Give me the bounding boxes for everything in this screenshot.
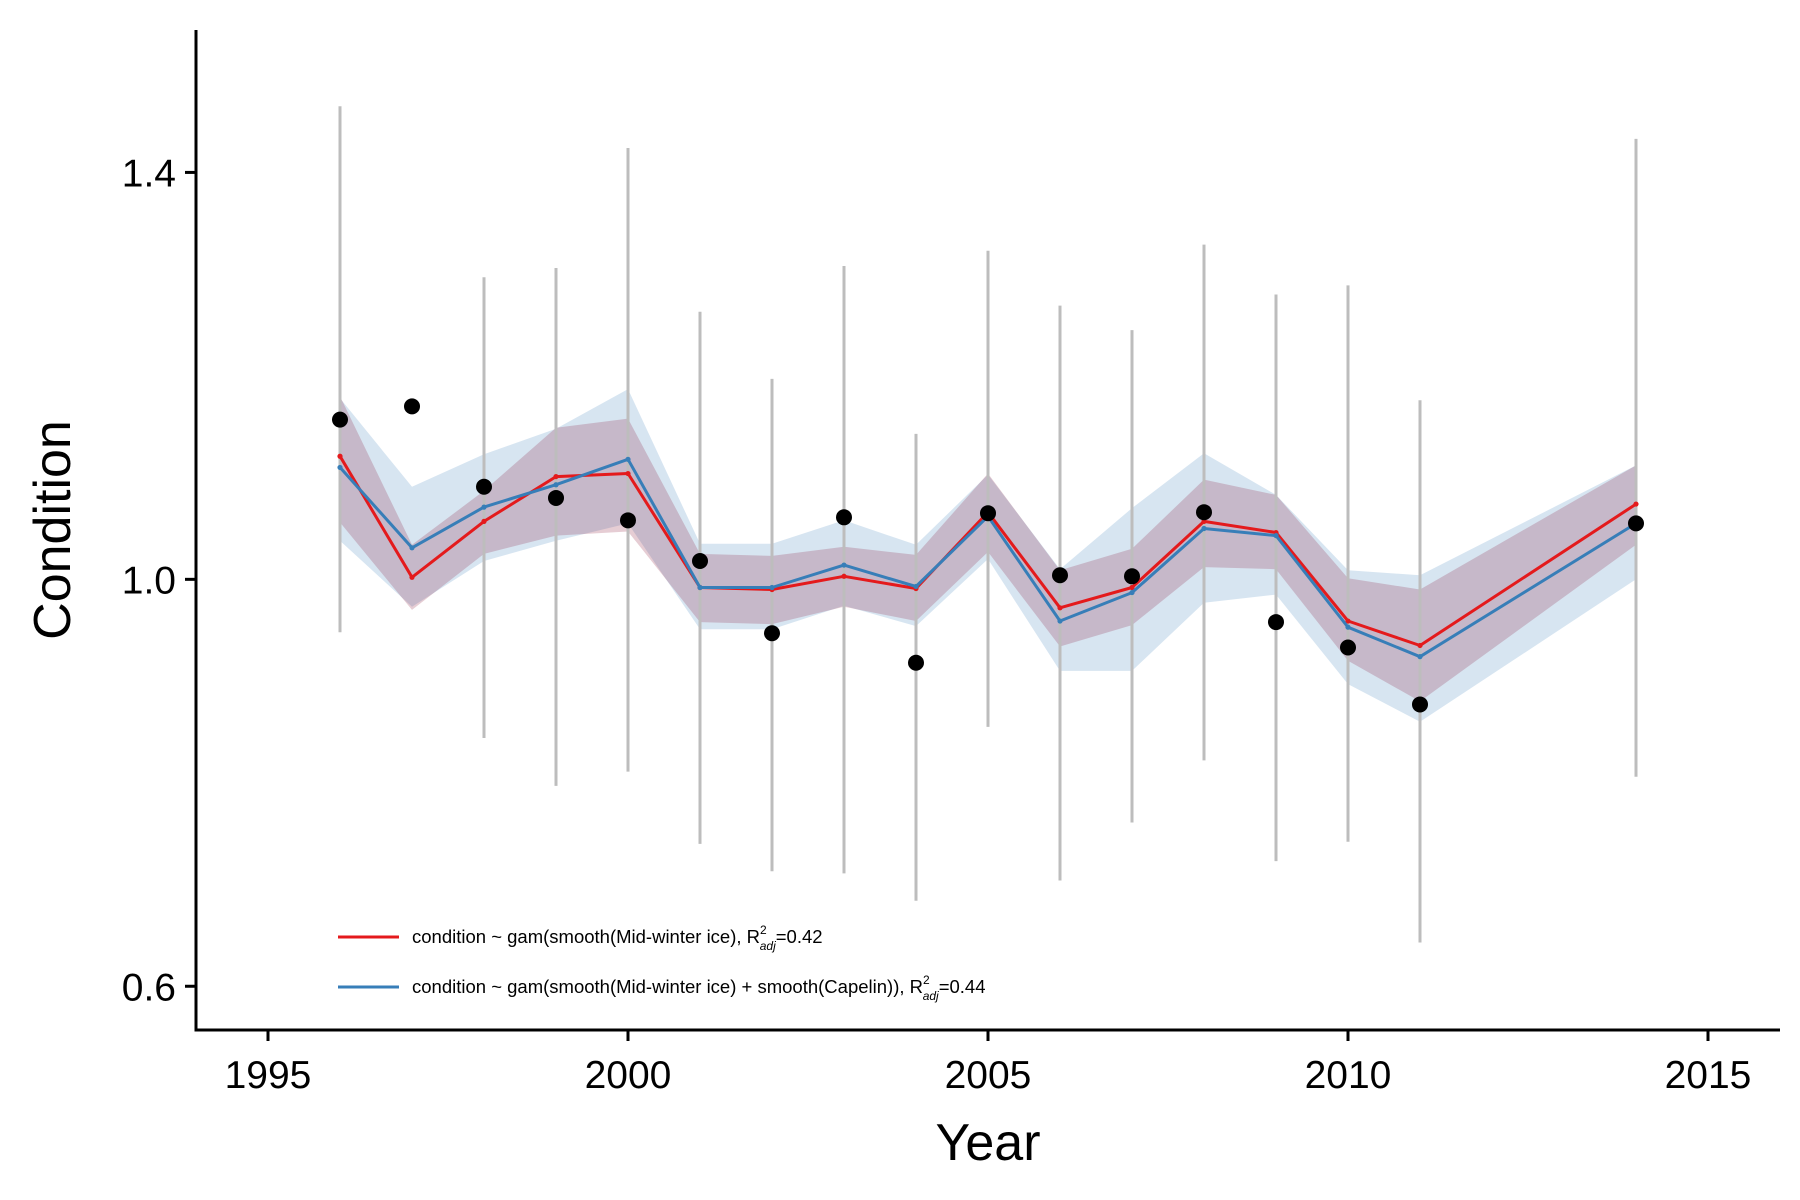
x-tick-label: 2015 — [1665, 1054, 1752, 1097]
observed-point-1998 — [476, 478, 492, 495]
legend: condition ~ gam(smooth(Mid-winter ice), … — [338, 923, 986, 1003]
observed-point-2000 — [620, 512, 636, 529]
red-fit-point — [1345, 618, 1351, 624]
observed-point-2005 — [980, 505, 996, 522]
observed-point-2003 — [836, 509, 852, 526]
red-fit-point — [409, 574, 415, 580]
observed-point-2007 — [1124, 568, 1140, 585]
observed-point-2010 — [1340, 639, 1356, 656]
observed-point-1996 — [332, 411, 348, 428]
red-fit-point — [841, 573, 847, 579]
x-tick-label: 1995 — [225, 1054, 312, 1097]
x-tick-label: 2000 — [585, 1054, 672, 1097]
red-fit-point — [337, 453, 343, 459]
observed-point-2008 — [1196, 504, 1212, 521]
red-fit-point — [1417, 642, 1423, 649]
blue-fit-point — [1057, 618, 1063, 624]
blue-fit-point — [769, 584, 775, 591]
red-fit-point — [481, 518, 487, 524]
blue-fit-point — [1273, 532, 1279, 539]
blue-fit-point — [1417, 654, 1423, 660]
observed-point-2009 — [1268, 614, 1284, 631]
blue-fit-point — [409, 545, 415, 551]
observed-points — [332, 398, 1644, 713]
x-tick-label: 2005 — [945, 1054, 1032, 1097]
blue-fit-point — [625, 456, 631, 462]
observed-point-1999 — [548, 489, 564, 506]
red-fit-point — [1129, 584, 1135, 591]
blue-fit-point — [1201, 525, 1207, 532]
axes: 1995 2000 2005 2010 2015 0.6 1.0 1.4 Year Conditi… — [24, 30, 1780, 1172]
blue-fit-point — [481, 504, 487, 510]
red-fit-point — [1057, 605, 1063, 611]
observed-point-2014 — [1628, 515, 1644, 532]
blue-fit-point — [841, 562, 847, 568]
x-tick-label: 2010 — [1305, 1054, 1392, 1097]
observed-point-2011 — [1412, 696, 1428, 713]
x-axis-title: Year — [935, 1114, 1040, 1172]
blue-fit-point — [697, 584, 703, 591]
error-bars — [338, 106, 1638, 943]
legend-label-red: condition ~ gam(smooth(Mid-winter ice), … — [412, 923, 823, 953]
y-tick-label: 1.4 — [122, 152, 176, 195]
red-fit-point — [625, 470, 631, 477]
observed-point-2002 — [764, 625, 780, 642]
red-fit-point — [553, 473, 559, 480]
observed-point-2004 — [908, 654, 924, 671]
red-fit-point — [1633, 501, 1639, 507]
y-tick-label: 0.6 — [122, 966, 176, 1009]
blue-fit-point — [1345, 624, 1351, 630]
y-tick-label: 1.0 — [122, 559, 176, 602]
legend-label-blue: condition ~ gam(smooth(Mid-winter ice) +… — [412, 973, 986, 1003]
y-axis-title: Condition — [24, 420, 82, 640]
blue-fit-point — [553, 482, 559, 488]
observed-point-2001 — [692, 553, 708, 570]
blue-fit-point — [337, 464, 343, 471]
blue-fit-point — [913, 583, 919, 590]
observed-point-2006 — [1052, 567, 1068, 584]
observed-point-1997 — [404, 398, 420, 415]
blue-fit-point — [1129, 589, 1135, 596]
